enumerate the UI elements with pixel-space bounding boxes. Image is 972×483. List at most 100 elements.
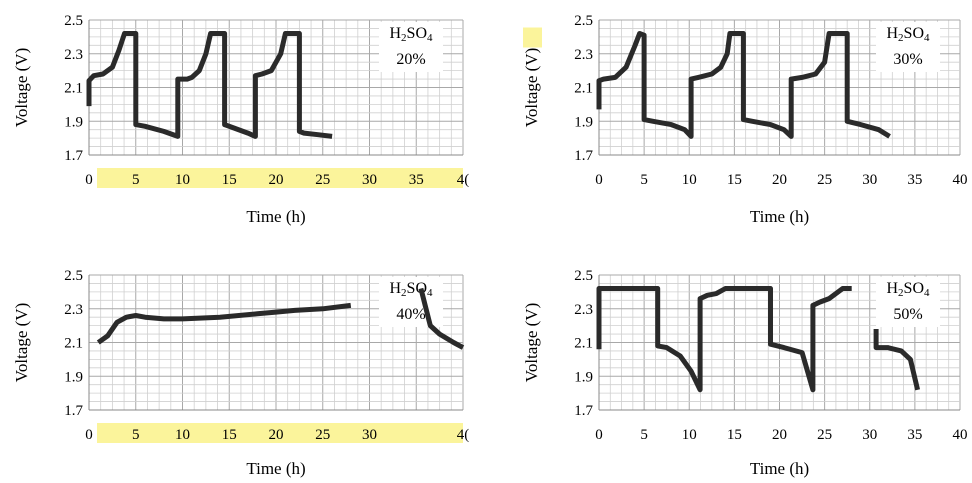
- series-line-1: [86, 31, 333, 139]
- x-tick-label: 30: [362, 172, 377, 188]
- y-tick-label: 2.5: [574, 268, 593, 284]
- x-axis-label: Time (h): [750, 207, 809, 226]
- y-tick-label: 1.7: [574, 403, 593, 419]
- x-tick-label: 15: [727, 172, 742, 188]
- y-tick-label: 2.3: [64, 302, 83, 318]
- legend-formula-part: SO: [904, 25, 924, 42]
- legend-subscript: 4: [427, 32, 433, 44]
- x-axis-label: Time (h): [246, 207, 305, 226]
- legend-subscript: 2: [401, 32, 407, 44]
- y-tick-label: 2.1: [574, 336, 593, 352]
- legend-formula-part: H: [389, 280, 401, 297]
- xtick-highlight-band: [97, 423, 463, 443]
- x-tick-label: 15: [222, 427, 237, 443]
- y-tick-label: 2.3: [574, 302, 593, 318]
- legend-formula: H2SO4: [389, 25, 433, 44]
- legend-formula: H2SO4: [389, 280, 433, 299]
- legend-subscript: 4: [924, 32, 930, 44]
- legend-background: [379, 22, 443, 72]
- x-tick-label: 25: [817, 427, 832, 443]
- x-tick-label: 5: [640, 427, 648, 443]
- x-tick-label: 4(: [457, 427, 470, 443]
- legend-subscript: 2: [898, 287, 904, 299]
- y-tick-label: 2.1: [64, 336, 83, 352]
- x-tick-label: 40: [953, 172, 968, 188]
- x-tick-label: 40: [953, 427, 968, 443]
- y-tick-label: 1.9: [574, 114, 593, 130]
- x-tick-label: 10: [175, 427, 190, 443]
- legend-subscript: 4: [427, 287, 433, 299]
- y-tick-label: 1.9: [574, 369, 593, 385]
- x-tick-label: 0: [85, 427, 93, 443]
- series-line-1: [596, 31, 891, 139]
- x-tick-label: 15: [727, 427, 742, 443]
- x-tick-label: 0: [595, 427, 603, 443]
- series-line-1: [596, 286, 852, 393]
- x-tick-label: 25: [817, 172, 832, 188]
- legend-subscript: 4: [924, 287, 930, 299]
- y-axis-label: Voltage (V): [522, 48, 541, 127]
- y-axis-label: Voltage (V): [522, 303, 541, 382]
- y-tick-label: 2.5: [64, 13, 83, 29]
- y-axis-label: Voltage (V): [12, 48, 31, 127]
- legend-formula-part: H: [886, 25, 898, 42]
- chart-panel-3: 0 5 10 15 20 25 30 4(1.7 1.9 2.1 2.3 2.5 Time (h) Vol…: [12, 268, 469, 478]
- legend-formula-part: H: [886, 280, 898, 297]
- chart-panel-4: 0 5 10 15 20 25 30 35 40 1.7 1.9 2.1 2.3 2.5 Time (h) V…: [522, 268, 968, 478]
- chart-panel-1: 0 5 10 15 20 25 30 35 4(1.7 1.9 2.1 2.3 2.5 Time (h) V…: [12, 13, 469, 226]
- x-axis-label: Time (h): [246, 459, 305, 478]
- legend-formula-part: H: [389, 25, 401, 42]
- series-line-2: [418, 287, 465, 350]
- y-tick-label: 2.5: [64, 268, 83, 284]
- legend: H2SO4 40%: [379, 277, 443, 327]
- legend-formula: H2SO4: [886, 280, 930, 299]
- y-tick-label: 1.9: [64, 369, 83, 385]
- x-tick-label: 10: [175, 172, 190, 188]
- y-axis-label: Voltage (V): [12, 303, 31, 382]
- x-tick-label: 35: [907, 427, 922, 443]
- y-tick-label: 1.9: [64, 114, 83, 130]
- xtick-highlight-band: [97, 168, 463, 188]
- legend-subscript: 2: [401, 287, 407, 299]
- legend-formula-part: SO: [904, 280, 924, 297]
- legend-concentration: 20%: [396, 51, 425, 68]
- series-line-1: [96, 302, 352, 345]
- chart-panel-2: 0 5 10 15 20 25 30 35 40 1.7 1.9 2.1 2.3 2.5 Time (h) V…: [522, 13, 968, 226]
- y-axis-label-group: Voltage (V): [522, 27, 542, 127]
- y-tick-label: 2.5: [574, 13, 593, 29]
- x-tick-label: 30: [862, 172, 877, 188]
- x-tick-label: 5: [132, 427, 140, 443]
- x-tick-label: 10: [682, 427, 697, 443]
- y-axis-label-group: Voltage (V): [522, 303, 541, 382]
- x-tick-label: 35: [409, 172, 424, 188]
- y-tick-label: 1.7: [64, 403, 83, 419]
- x-tick-label: 10: [682, 172, 697, 188]
- y-tick-label: 1.7: [574, 148, 593, 164]
- y-axis-label-group: Voltage (V): [12, 303, 31, 382]
- x-tick-label: 0: [595, 172, 603, 188]
- y-label-highlight: [523, 27, 542, 48]
- legend-background: [876, 277, 940, 327]
- x-axis-label: Time (h): [750, 459, 809, 478]
- legend-concentration: 40%: [396, 306, 425, 323]
- x-tick-label: 35: [907, 172, 922, 188]
- legend-background: [876, 22, 940, 72]
- legend-formula-part: SO: [407, 25, 427, 42]
- x-tick-label: 25: [315, 172, 330, 188]
- y-tick-label: 2.3: [574, 47, 593, 63]
- legend-subscript: 2: [898, 32, 904, 44]
- y-tick-label: 1.7: [64, 148, 83, 164]
- y-axis-label-group: Voltage (V): [12, 48, 31, 127]
- x-tick-label: 15: [222, 172, 237, 188]
- x-tick-label: 20: [772, 172, 787, 188]
- x-tick-label: 30: [862, 427, 877, 443]
- x-tick-label: 25: [315, 427, 330, 443]
- legend-concentration: 50%: [893, 306, 922, 323]
- x-tick-label: 0: [85, 172, 93, 188]
- series-line-2: [873, 329, 921, 391]
- legend-formula: H2SO4: [886, 25, 930, 44]
